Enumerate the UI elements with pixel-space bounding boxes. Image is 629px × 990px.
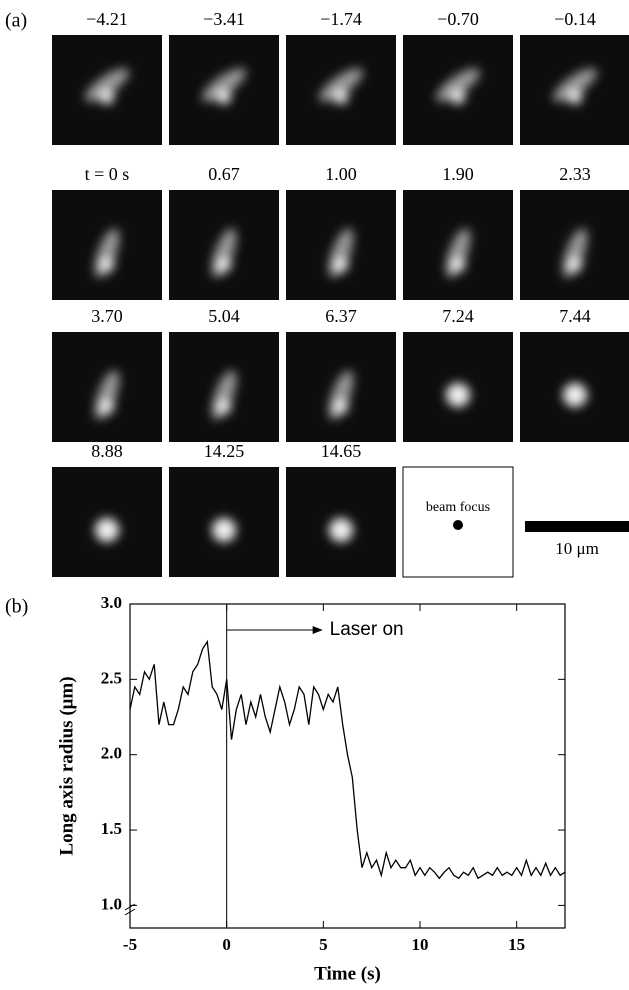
x-tick-label: 0 bbox=[222, 935, 231, 954]
frame-label: 14.65 bbox=[321, 441, 362, 461]
x-tick-label: -5 bbox=[123, 935, 137, 954]
blob-core bbox=[95, 518, 119, 542]
blob bbox=[85, 68, 129, 102]
frame-label: 5.04 bbox=[208, 306, 240, 326]
blob-core bbox=[451, 258, 465, 272]
blob-core bbox=[100, 400, 114, 414]
cell-blob bbox=[202, 68, 246, 104]
scale-bar bbox=[525, 521, 629, 532]
x-tick-label: 15 bbox=[508, 935, 525, 954]
cell-blob bbox=[436, 68, 480, 104]
blob-core bbox=[446, 383, 470, 407]
cell-blob bbox=[94, 228, 120, 278]
blob-core bbox=[568, 258, 582, 272]
frame-label: 7.44 bbox=[559, 306, 591, 326]
blob-core bbox=[329, 518, 353, 542]
y-tick-label: 1.5 bbox=[101, 819, 122, 838]
cell-blob bbox=[446, 383, 470, 407]
cell-blob bbox=[562, 228, 588, 278]
frame-label: 8.88 bbox=[91, 441, 123, 461]
beam-focus-dot bbox=[453, 520, 463, 530]
data-line bbox=[129, 639, 566, 880]
y-tick-label: 1.0 bbox=[101, 894, 122, 913]
panel-label: (a) bbox=[5, 10, 27, 32]
blob bbox=[436, 68, 480, 102]
frame-label: 0.67 bbox=[208, 164, 240, 184]
cell-blob bbox=[85, 68, 129, 104]
cell-blob bbox=[328, 370, 354, 420]
frame-label: −3.41 bbox=[203, 9, 245, 29]
blob bbox=[553, 68, 597, 102]
frame-label: 7.24 bbox=[442, 306, 474, 326]
blob-core bbox=[217, 258, 231, 272]
cell-blob bbox=[329, 518, 353, 542]
frame-label: t = 0 s bbox=[85, 164, 130, 184]
cell-blob bbox=[328, 228, 354, 278]
annotation: Laser on bbox=[330, 619, 404, 640]
frame-label: 1.90 bbox=[442, 164, 474, 184]
x-axis-label: Time (s) bbox=[314, 963, 381, 984]
cell-blob bbox=[553, 68, 597, 104]
x-tick-label: 5 bbox=[319, 935, 328, 954]
cell-blob bbox=[95, 518, 119, 542]
cell-blob bbox=[445, 228, 471, 278]
y-tick-label: 3.0 bbox=[101, 593, 122, 612]
cell-blob bbox=[211, 370, 237, 420]
panel-label: (b) bbox=[5, 596, 28, 618]
frame-label: 6.37 bbox=[325, 306, 357, 326]
blob-core bbox=[100, 258, 114, 272]
blob-core bbox=[334, 90, 348, 104]
blob-core bbox=[100, 90, 114, 104]
frame-label: 14.25 bbox=[204, 441, 245, 461]
blob-core bbox=[217, 90, 231, 104]
cell-blob bbox=[319, 68, 363, 104]
blob bbox=[202, 68, 246, 102]
cell-blob bbox=[211, 228, 237, 278]
blob-core bbox=[334, 258, 348, 272]
blob-core bbox=[451, 90, 465, 104]
frame-label: −0.70 bbox=[437, 9, 479, 29]
frame-label: −4.21 bbox=[86, 9, 128, 29]
y-tick-label: 2.5 bbox=[101, 668, 122, 687]
x-tick-label: 10 bbox=[412, 935, 429, 954]
frame-label: 2.33 bbox=[559, 164, 591, 184]
frame-label: −1.74 bbox=[320, 9, 362, 29]
scale-bar-label: 10 μm bbox=[555, 539, 599, 558]
plot-frame bbox=[129, 603, 566, 929]
y-tick-label: 2.0 bbox=[101, 744, 122, 763]
blob-core bbox=[568, 90, 582, 104]
blob bbox=[319, 68, 363, 102]
blob-core bbox=[217, 400, 231, 414]
frame-label: 1.00 bbox=[325, 164, 357, 184]
frame-label: 3.70 bbox=[91, 306, 123, 326]
blob-core bbox=[212, 518, 236, 542]
cell-blob bbox=[563, 383, 587, 407]
beam-focus-label: beam focus bbox=[426, 500, 490, 515]
blob-core bbox=[334, 400, 348, 414]
blob-core bbox=[563, 383, 587, 407]
cell-blob bbox=[212, 518, 236, 542]
cell-blob bbox=[94, 370, 120, 420]
y-axis-label: Long axis radius (μm) bbox=[56, 676, 77, 855]
frame-label: −0.14 bbox=[554, 9, 596, 29]
axis-break bbox=[124, 903, 136, 916]
